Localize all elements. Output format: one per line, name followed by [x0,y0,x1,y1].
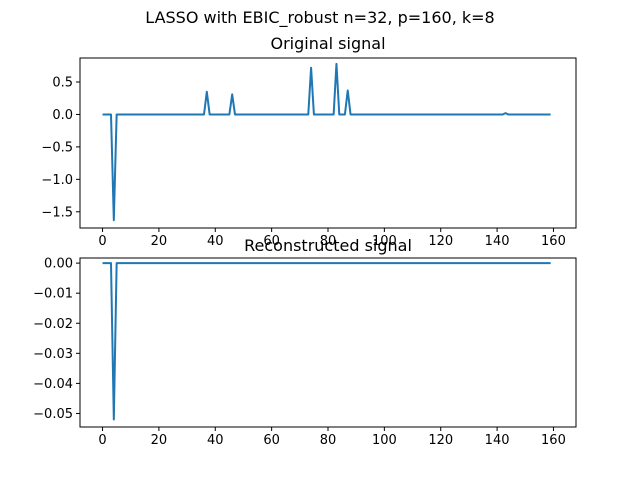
x-tick-label: 40 [207,234,224,249]
ticks-reconstructed: 0 20 40 60 80 100 120 140 160 0.00 −0.01 −0.02 −0.03… [33,257,566,448]
x-tick-label: 120 [428,234,453,249]
x-tick-label: 40 [207,433,224,448]
y-tick-label: −1.0 [41,173,73,188]
axes-reconstructed-signal: Reconstructed signal 0 20 40 60 80 100 120 140 1… [33,236,577,448]
x-tick-label: 140 [485,433,510,448]
x-tick-label: 140 [485,234,510,249]
x-tick-label: 100 [372,234,397,249]
x-tick-label: 0 [98,433,106,448]
axes-original-signal: Original signal 0 20 40 60 80 100 120 140 160 0.5… [41,34,577,249]
y-tick-label: −0.02 [33,317,73,332]
axes-frame-reconstructed [79,257,577,428]
y-tick-label: 0.00 [44,257,73,272]
series-line-reconstructed [102,262,551,421]
y-tick-label: −0.03 [33,347,73,362]
x-tick-label: 60 [263,234,280,249]
x-tick-label: 120 [428,433,453,448]
ticks-original: 0 20 40 60 80 100 120 140 160 0.5 0.0 −0.5 −1.0 −1.5 [41,76,565,249]
y-tick-label: −0.04 [33,377,73,392]
axes-frame-original [79,57,577,229]
x-tick-label: 20 [151,234,168,249]
series-line-original [102,62,551,222]
subplot-title-reconstructed: Reconstructed signal [244,236,412,255]
x-tick-label: 60 [263,433,280,448]
figure-suptitle: LASSO with EBIC_robust n=32, p=160, k=8 [145,8,494,28]
y-tick-label: 0.0 [52,108,73,123]
x-tick-label: 80 [320,234,337,249]
y-tick-label: 0.5 [52,76,73,91]
y-tick-label: −1.5 [41,205,73,220]
x-tick-label: 80 [320,433,337,448]
subplot-title-original: Original signal [270,34,385,53]
y-tick-label: −0.01 [33,287,73,302]
x-tick-label: 100 [372,433,397,448]
x-tick-label: 160 [541,234,566,249]
x-tick-label: 160 [541,433,566,448]
x-tick-label: 20 [151,433,168,448]
x-tick-label: 0 [98,234,106,249]
y-tick-label: −0.5 [41,140,73,155]
y-tick-label: −0.05 [33,407,73,422]
